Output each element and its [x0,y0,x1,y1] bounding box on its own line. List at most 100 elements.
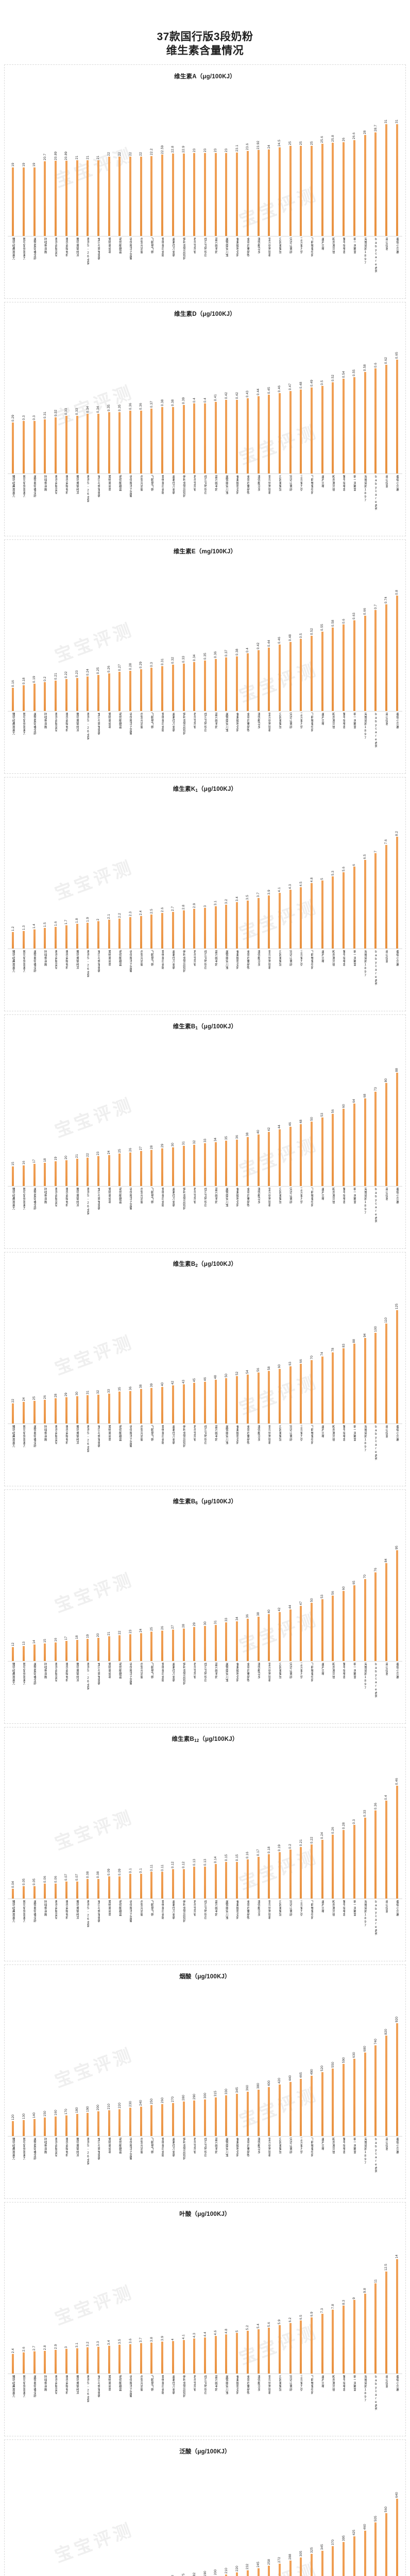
bar [55,1883,57,1899]
bar [193,662,196,711]
bar-value-label: 31 [86,1391,90,1395]
x-axis-label-column: 美赞臣安儿宝 [221,1424,232,1460]
x-axis-label-column: 飞鹤星飞帆 [146,1662,157,1698]
bar-column: 26 [125,1148,136,1186]
x-axis-label-column: 君乐宝乐铂 [189,711,200,748]
bar-value-label: 47 [299,1601,303,1605]
x-axis-label: 惠氏启赋蓝钻 [54,712,58,732]
bar-column: 630 [349,2052,360,2136]
bar [150,667,153,711]
x-axis-label: 君乐宝乐铂 [193,1900,196,1916]
bar-column: 150 [40,2111,50,2136]
bar [268,394,270,473]
x-axis-label: 完达山菁跃 [288,1900,292,1916]
x-axis-label: 贝因美爱加 [278,950,282,966]
x-axis-label: 完达山菁跃 [288,474,292,491]
x-axis-label-column: 美赞臣铂睿全跃 [29,1662,40,1698]
bar-column: 58 [264,1366,275,1423]
x-axis-label-column: 雅培经典恩美力 [8,2374,19,2410]
x-axis-label-column: 美赞臣安儿宝 [221,949,232,985]
bar [268,2087,270,2136]
bar [12,2121,14,2136]
x-axis-label: 美赞臣安儿宝 [225,237,228,257]
x-axis-label-column: 咔哇熊亲融 [40,2374,50,2410]
bar-column: 25 [146,1627,157,1661]
x-axis-label-column: 完达山菁跃 [285,1662,296,1698]
x-axis-label-column: 和氏澳贝佳 [328,236,338,273]
bar-value-label: 465 [299,2072,303,2078]
bar [278,1368,281,1423]
bar [172,406,174,473]
bar-column: 258 [264,2559,275,2576]
x-axis-label: 惠氏S-26金装 [86,237,90,265]
bar-value-label: 210 [107,2104,111,2110]
bar-column: 4.8 [221,2329,232,2374]
x-axis-label-column: 君乐宝乐铂 [189,474,200,510]
bar-value-label: 220 [117,2103,122,2109]
bar-column: 0.46 [391,1778,402,1899]
bar [225,657,228,711]
x-axis-label-column: 宝贝与我宝金装 [93,711,104,748]
x-axis-label: 美庐贝蒂 [320,1425,324,1438]
bar-value-label: 25.6 [320,136,324,143]
bar [129,670,132,711]
bar-column: 0.4 [189,398,200,473]
bar-value-label: 9 [352,2297,356,2299]
x-axis-label-column: 贝因美爱加 [275,236,285,273]
bar-value-label: 0.62 [384,357,388,364]
x-axis-label-column: 澳优能立多 [253,711,264,748]
x-axis-label-column: 南山倍慧 [381,236,392,273]
bar [385,844,387,948]
bar [289,1609,292,1661]
x-axis-label: 三元爱力优 [299,2137,303,2154]
bar [246,900,249,948]
bar-column: 48 [210,1375,221,1423]
panel-footer-space [5,273,405,276]
x-axis-label: 美赞臣铂睿全跃 [32,2137,36,2160]
bar-value-label: 68 [363,1094,367,1098]
bar-column: 70 [360,1574,370,1661]
bar [257,1856,260,1899]
bar-value-label: 0.2 [288,1844,293,1849]
x-axis-label: 飞鹤星飞帆 [150,237,153,253]
bar [225,1622,228,1661]
bar [172,1869,174,1899]
bar-column: 74 [317,1352,328,1423]
x-axis-label-column: 君乐宝乐铂 [189,1187,200,1223]
bar-value-label: 70 [310,1355,314,1360]
chart-panel-vitamin-e: 维生素E（mg/100KJ） 宝宝评测 宝宝评测 0.16 0.18 0.19 0.2 0.2… [4,539,406,774]
bar [353,866,355,948]
bar-value-label: 0.44 [267,640,271,647]
bar-value-label: 680 [363,2046,367,2052]
bar-value-label: 8.3 [341,2300,346,2305]
bar [12,422,14,473]
bar [129,2107,132,2136]
bar-value-label: 35 [117,1387,122,1391]
bar [311,1844,313,1899]
bar [172,153,174,236]
bar [332,1352,334,1423]
bar-value-label: 3.3 [96,2341,100,2346]
bar-value-label: 0.4 [192,398,196,403]
bar-value-label: 35 [224,1136,228,1140]
bar [311,2317,313,2374]
bar-value-label: 13 [22,1641,26,1646]
x-axis-label-column: 澳优能立多 [253,1187,264,1223]
bar-value-label: 22 [86,1153,90,1157]
bar [225,2334,228,2374]
x-axis-label-column: 雀巢能恩全护 [232,2374,243,2410]
bar-column: 60 [275,1364,285,1423]
bar-value-label: 0.36 [128,403,132,410]
x-axis-label-column: 惠氏启赋蓝钻 [50,711,61,748]
x-axis-label: 惠氏启赋有机 [65,1425,69,1444]
bar [268,895,270,948]
x-axis-label-column: 飞鹤臻爱倍护 [306,2374,317,2410]
x-axis-label: 蓝河绵羊奶 [214,1662,217,1679]
bar-value-label: 182 [192,2572,196,2576]
x-axis-labels-vitamin-b1: 雅培经典恩美力 雅培铂优恩美力 美赞臣铂睿全跃 咔哇熊亲融 惠氏启赋蓝钻 惠氏启赋有机 雅培… [5,1187,405,1223]
bar-value-label: 0.21 [299,1839,303,1846]
bar [76,1396,78,1423]
bar-column: 0.2 [40,676,50,711]
x-axis-label: 诺优能活力蓝罐 [129,1187,132,1210]
bar-value-label: 25 [288,141,293,145]
